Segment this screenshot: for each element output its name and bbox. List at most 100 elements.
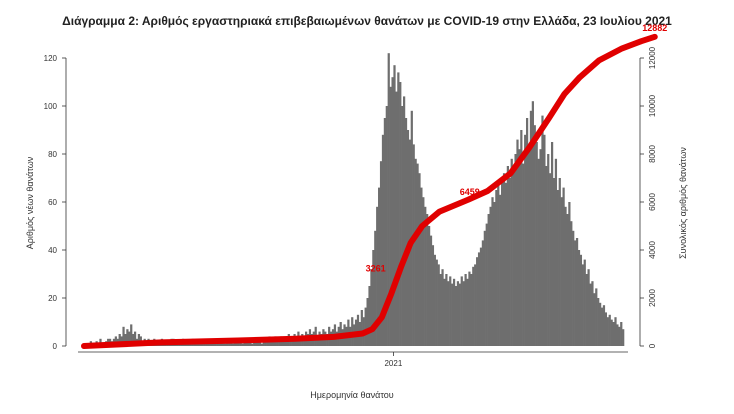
right-tick-label: 6000 [648,193,657,211]
annotations: 3261 6459 12882 [366,23,668,274]
bar [366,298,369,346]
y-axis-left-label: Αριθμός νέων θανάτων [25,156,35,249]
bar [378,187,381,346]
bar [224,343,227,346]
bar [383,118,387,346]
bar [437,264,440,346]
bar [120,336,123,346]
bar [431,245,435,346]
chart-title: Διάγραμμα 2: Αριθμός εργαστηριακά επιβεβ… [62,14,672,28]
left-tick-label: 60 [48,198,57,207]
bar [485,223,488,346]
bar [433,254,436,346]
bar [520,130,523,346]
bar [558,178,561,346]
bar [128,331,131,346]
bar [472,266,475,346]
bar [556,190,559,346]
bar [487,214,490,346]
bar [581,264,584,346]
bar [410,110,413,346]
bar [379,161,383,346]
bar [574,240,577,346]
bar [504,182,508,346]
bar [235,341,239,346]
bar [449,276,452,346]
bar [583,259,586,346]
bar [481,240,485,346]
bar [381,134,385,346]
bar [600,307,604,346]
bar [597,298,600,346]
bar [543,134,546,346]
x-axis: 2021 [78,351,628,368]
bar [529,110,533,346]
right-tick-label: 10000 [648,94,657,117]
bar [316,336,319,346]
bar [374,230,377,346]
bar [368,286,371,346]
bar [587,269,590,346]
bar [620,322,623,346]
bar [245,341,248,346]
bar [122,326,125,346]
left-tick-label: 100 [44,102,58,111]
x-tick-label: 2021 [384,359,402,368]
left-y-axis: 0 20 40 60 80 100 120 [44,54,67,351]
bar [464,274,467,346]
right-tick-label: 2000 [648,289,657,307]
bar [606,317,609,346]
bar [522,163,525,346]
bar [387,53,390,346]
bar [560,197,563,346]
bar [283,338,287,346]
bar [535,142,538,346]
left-tick-label: 20 [48,294,57,303]
bar [376,206,379,346]
bar [356,314,360,346]
bar [299,338,302,346]
bar [456,281,460,346]
bar [499,194,502,346]
bar [479,247,483,346]
bar [524,134,527,346]
bar [389,86,392,347]
bar [420,187,423,346]
left-tick-label: 120 [44,54,58,63]
bar [212,343,215,346]
bar [502,173,506,346]
left-tick-label: 80 [48,150,57,159]
bar [539,149,542,346]
bar [414,158,417,346]
bar [416,163,419,346]
bar [118,334,121,346]
bar [239,341,242,346]
bar [460,276,463,346]
bar [370,269,373,346]
bar [616,324,619,346]
bar [426,214,429,346]
bar [272,341,275,346]
bar [566,214,569,346]
bar [418,173,421,346]
bar [260,343,264,346]
bar [447,281,450,346]
bar [443,278,446,346]
bar [397,72,400,347]
bar [552,178,556,346]
bar [572,230,575,346]
bar [218,343,221,346]
right-tick-label: 0 [648,343,657,348]
bar [424,206,427,346]
bar [422,197,425,346]
bar [404,118,408,346]
bar [203,343,206,346]
bar [589,283,592,346]
bar [474,264,477,346]
right-tick-label: 4000 [648,241,657,259]
bar [493,202,496,346]
annotation-label: 6459 [460,187,480,197]
bar [289,338,292,346]
bar [510,158,513,346]
cumulative-line [81,33,658,349]
